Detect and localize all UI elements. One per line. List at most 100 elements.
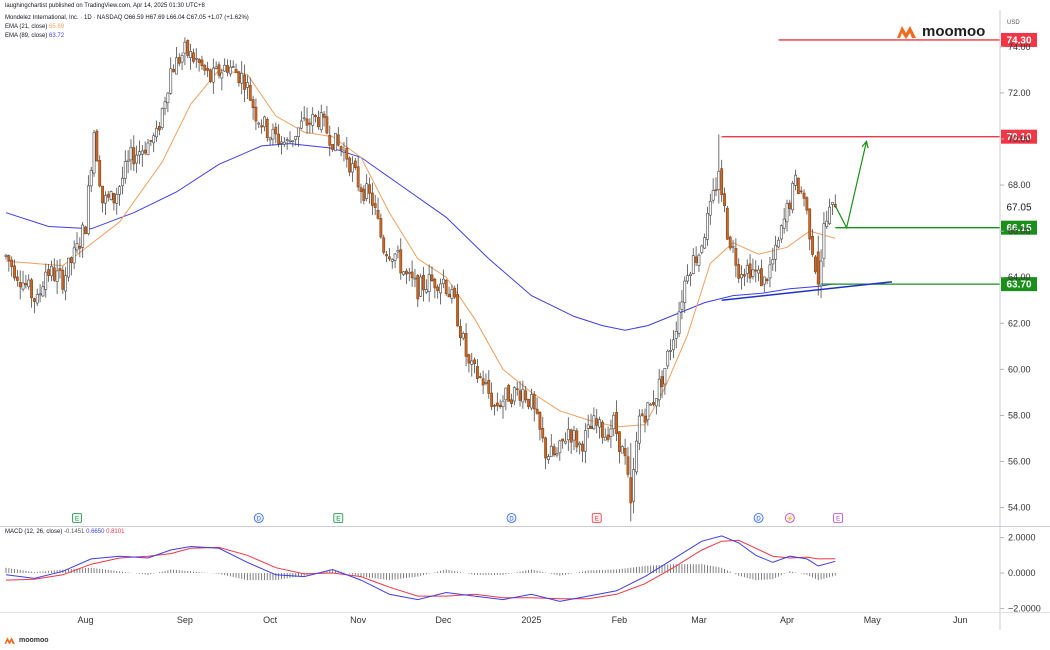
candle-up [521, 388, 525, 403]
candle-up [697, 254, 701, 266]
event-marker-letter: D [756, 516, 761, 522]
candle-down [203, 65, 207, 71]
time-tick-label: Dec [435, 615, 452, 625]
attribution-line: laughingchartist published on TradingVie… [5, 3, 205, 9]
candle-up [50, 266, 53, 277]
candle-up [779, 225, 783, 240]
candle-down [385, 254, 388, 257]
candle-down [541, 427, 545, 439]
price-tick-label: 54.00 [1008, 503, 1031, 513]
candle-down [353, 160, 357, 168]
candle-down [61, 269, 65, 290]
candle-down [510, 399, 513, 404]
candle-up [183, 41, 187, 54]
event-marker-dividend [253, 513, 264, 523]
candle-down [260, 125, 264, 128]
candle-up [263, 116, 266, 128]
candle-down [796, 177, 800, 195]
candle-down [640, 413, 644, 416]
candle-down [694, 256, 698, 263]
candle-down [373, 203, 377, 208]
candle-up [64, 275, 68, 292]
candle-down [308, 122, 312, 125]
candle-up [762, 276, 766, 285]
candle-up [189, 51, 193, 58]
candle-down [453, 288, 457, 298]
candle-down [515, 388, 519, 391]
time-tick-label: Jun [953, 615, 968, 625]
candle-up [246, 82, 249, 88]
candle-up [413, 277, 417, 280]
candle-up [717, 170, 721, 190]
candle-down [243, 74, 246, 90]
macd-tick-label: −2.0000 [1008, 603, 1041, 613]
candle-down [552, 446, 556, 456]
candle-down [177, 57, 181, 64]
candle-up [396, 250, 400, 253]
candle-down [436, 286, 440, 292]
candle-down [265, 119, 269, 138]
candle-down [322, 113, 326, 118]
candle-up [686, 275, 690, 282]
event-marker-future [833, 513, 844, 523]
candle-down [30, 279, 33, 299]
price-tick-label: 58.00 [1008, 410, 1031, 420]
event-marker-letter: E [836, 516, 840, 522]
candle-down [623, 448, 627, 457]
candle-down [101, 185, 104, 204]
ema89-label: EMA (89, close) [5, 33, 48, 39]
candle-up [586, 424, 590, 429]
candle-up [612, 414, 616, 430]
time-tick-label: 2025 [521, 615, 541, 625]
candle-down [595, 418, 599, 426]
candle-down [652, 402, 655, 405]
candle-down [106, 194, 110, 198]
candle-up [700, 245, 704, 253]
candle-up [104, 195, 107, 204]
candle-up [160, 108, 164, 129]
candle-down [478, 376, 482, 378]
footer-brand-name: moomoo [19, 636, 49, 644]
candle-down [720, 168, 724, 196]
candle-up [138, 151, 141, 156]
candle-up [674, 331, 678, 339]
candle-up [828, 206, 832, 224]
candle-down [143, 149, 147, 154]
candle-up [547, 456, 550, 460]
candle-down [305, 118, 309, 126]
candle-down [399, 249, 403, 274]
macd-line [5, 535, 836, 602]
macd-tick-label: 0.0000 [1008, 568, 1036, 578]
candle-down [336, 134, 340, 146]
ema21-legend: EMA (21, close) 65.69 [5, 23, 249, 32]
candle-down [788, 202, 792, 210]
candle-up [757, 269, 761, 274]
level-label: 74.30 [1006, 35, 1031, 46]
candle-down [32, 298, 36, 302]
price-tick-label: 74.00 [1008, 42, 1031, 52]
candle-up [822, 223, 826, 259]
price-tick-label: 64.00 [1008, 272, 1031, 282]
candle-up [703, 237, 707, 249]
candle-down [69, 257, 73, 264]
candle-up [228, 66, 232, 75]
macd-legend: MACD (12, 26, close) -0.1451 0.6650 0.81… [5, 529, 124, 535]
candle-down [618, 431, 621, 452]
candle-down [348, 157, 352, 173]
candle-down [600, 421, 604, 438]
candle-down [157, 126, 161, 131]
time-tick-label: May [864, 615, 882, 625]
price-tick-label: 60.00 [1008, 364, 1031, 374]
candle-down [325, 116, 329, 134]
event-marker-letter: E [595, 516, 599, 522]
candle-up [666, 350, 670, 367]
candle-down [723, 193, 726, 206]
candle-down [433, 278, 437, 289]
candle-up [38, 293, 42, 296]
candle-down [581, 443, 584, 452]
macd-signal-value: 0.8101 [106, 529, 125, 535]
candle-up [282, 141, 286, 145]
level-badge-66.15 [1001, 220, 1037, 235]
candle-down [382, 237, 386, 253]
